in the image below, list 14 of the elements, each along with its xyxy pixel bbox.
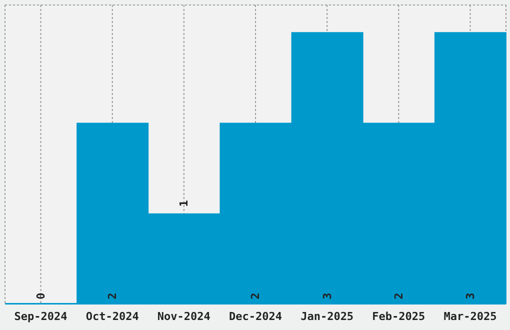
x-tick-label: Mar-2025 xyxy=(444,310,497,323)
data-label: 2 xyxy=(392,292,406,300)
data-label: 1 xyxy=(178,200,191,207)
data-label: 2 xyxy=(249,292,262,300)
x-tick-label: Nov-2024 xyxy=(157,310,211,323)
data-label: 3 xyxy=(464,292,477,300)
data-label: 3 xyxy=(320,292,334,300)
x-tick-label: Jan-2025 xyxy=(300,310,354,323)
x-tick-label: Sep-2024 xyxy=(14,310,68,323)
x-tick-label: Feb-2025 xyxy=(372,310,426,323)
x-tick-label: Dec-2024 xyxy=(229,310,282,323)
data-label: 0 xyxy=(34,292,48,300)
x-tick-label: Oct-2024 xyxy=(86,310,140,323)
data-label: 2 xyxy=(106,292,120,300)
